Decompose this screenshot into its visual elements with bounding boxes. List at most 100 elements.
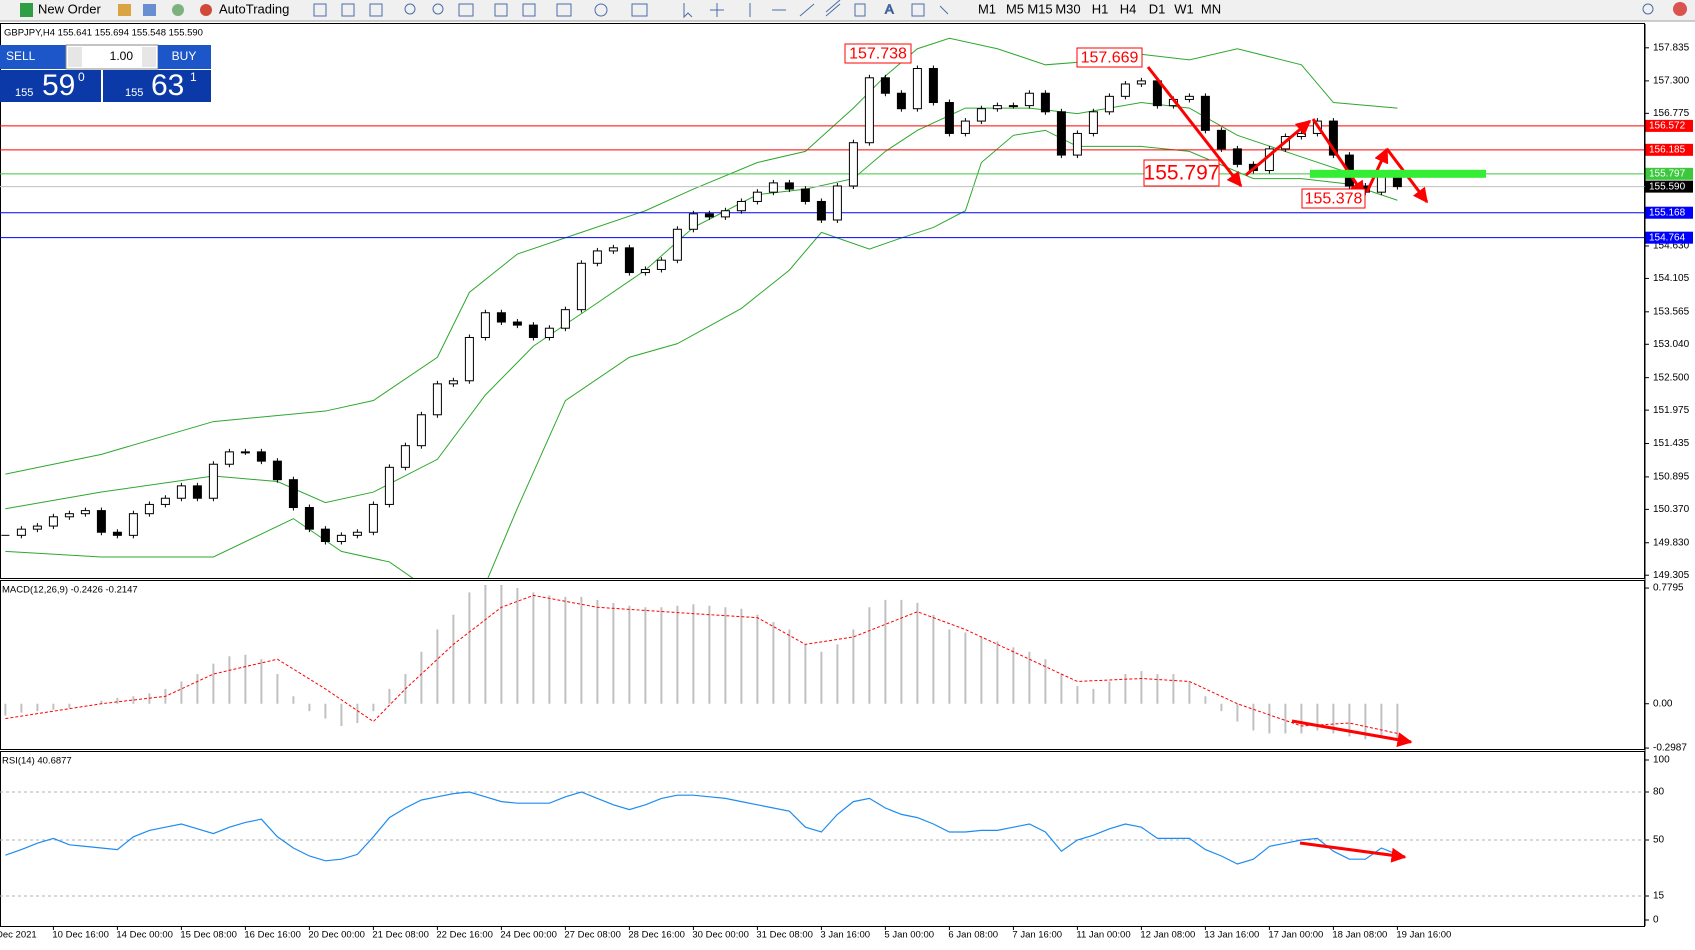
buy-price-pips: 63 (151, 69, 184, 102)
candle-body (1072, 132, 1082, 156)
candle-body (544, 327, 554, 338)
annotation-box (844, 43, 912, 64)
cursor-icon[interactable] (683, 3, 693, 19)
search-icon[interactable] (1642, 3, 1654, 15)
candle-body (176, 485, 186, 499)
candle-body (1376, 176, 1386, 193)
x-tick-label: 21 Dec 08:00 (372, 930, 429, 941)
new-order-button[interactable]: New Order (38, 1, 102, 16)
x-tick-label: 17 Jan 00:00 (1268, 930, 1323, 941)
candle-body (384, 466, 394, 505)
candle-body (1184, 95, 1194, 100)
candle-body (880, 77, 890, 94)
trendline-icon[interactable] (799, 3, 815, 17)
buy-price-box[interactable] (103, 70, 211, 102)
rsi-pane-border (0, 751, 1645, 927)
sell-button[interactable] (0, 45, 66, 69)
timeframe-button[interactable]: D1 (1149, 1, 1166, 16)
arrow-icon[interactable] (939, 5, 949, 15)
candle-body (736, 200, 746, 212)
buy-button[interactable] (158, 45, 211, 69)
timeframe-button[interactable]: M1 (978, 1, 996, 16)
trade-panel: SELL 1.00 BUY 155 59 0 155 63 1 (0, 44, 211, 102)
timeframe-button[interactable]: M15 (1027, 1, 1052, 16)
x-tick-label: 7 Jan 16:00 (1012, 930, 1062, 941)
tool-icon[interactable] (458, 3, 474, 17)
y-tick-label: -0.2987 (1653, 743, 1687, 754)
tool-icon[interactable] (369, 3, 383, 17)
tool-icon[interactable] (143, 4, 156, 16)
notification-icon[interactable] (1673, 2, 1687, 16)
tool-icon[interactable] (341, 3, 355, 17)
tool-icon[interactable] (118, 4, 131, 16)
tool-icon[interactable] (556, 3, 572, 17)
sell-price-frac: 0 (78, 70, 85, 84)
annotations: 157.738 157.669 155.797 155.378 (844, 43, 1366, 209)
lots-down[interactable] (68, 47, 82, 67)
candle-body (272, 460, 282, 481)
timeframe-button[interactable]: M30 (1055, 1, 1080, 16)
y-tick-label: 15 (1653, 891, 1665, 902)
macd-title: MACD(12,26,9) -0.2426 -0.2147 (2, 585, 138, 596)
tool-icon[interactable] (631, 3, 648, 17)
crosshair-icon[interactable] (710, 3, 724, 17)
buy-price-big: 155 (125, 87, 143, 99)
candle-body (1328, 120, 1338, 156)
candle-body (944, 102, 954, 134)
timeframe-button[interactable]: M5 (1006, 1, 1024, 16)
candle-body (336, 534, 346, 543)
timeframe-button[interactable]: MN (1201, 1, 1221, 16)
autotrading-icon[interactable] (200, 4, 212, 16)
candle-body (480, 312, 490, 338)
timeframe-button[interactable]: W1 (1174, 1, 1194, 16)
new-order-icon[interactable] (20, 3, 33, 17)
x-tick-label: 11 Jan 00:00 (1076, 930, 1130, 941)
candle-body (608, 247, 618, 252)
candle-body (16, 528, 26, 536)
candle-body (1104, 95, 1114, 113)
rsi-pane (0, 791, 1645, 897)
candle-body (1088, 111, 1098, 134)
x-tick-label: 12 Jan 08:00 (1140, 930, 1195, 941)
price-level-label: 156.185 (1649, 144, 1686, 155)
price-pane (0, 37, 1645, 578)
candle-body (960, 120, 970, 134)
x-tick-label: 5 Jan 00:00 (884, 930, 934, 941)
tool-icon[interactable] (594, 3, 608, 17)
candle-body (928, 68, 938, 104)
autotrading-button[interactable]: AutoTrading (219, 1, 289, 16)
channel-icon[interactable] (825, 0, 841, 17)
candle-body (1024, 92, 1034, 107)
candle-body (192, 485, 202, 499)
tool-icon[interactable] (522, 3, 536, 17)
candle-body (128, 513, 138, 536)
sell-price-pips: 59 (42, 69, 75, 102)
price-level-label: 155.168 (1649, 207, 1686, 218)
label-icon[interactable] (911, 3, 925, 17)
x-tick-label: 15 Dec 08:00 (180, 930, 237, 941)
candle-body (912, 68, 922, 110)
tool-icon[interactable] (172, 4, 184, 16)
x-tick-label: 19 Jan 16:00 (1396, 930, 1451, 941)
zoom-out[interactable] (432, 3, 444, 15)
fibo-icon[interactable] (854, 3, 866, 17)
buy-label[interactable]: BUY (172, 49, 197, 63)
timeframe-button[interactable]: H4 (1120, 1, 1137, 16)
x-edge-label: Dec 2021 (0, 930, 37, 941)
text-icon[interactable]: A (885, 1, 895, 17)
x-tick-label: 24 Dec 00:00 (500, 930, 557, 941)
candle-body (288, 479, 298, 509)
candle-body (448, 380, 458, 385)
lots-up[interactable] (142, 47, 156, 67)
timeframe-button[interactable]: H1 (1092, 1, 1109, 16)
tool-icon[interactable] (494, 3, 508, 17)
tool-icon[interactable] (313, 3, 327, 17)
candle-body (320, 528, 330, 543)
lots-value[interactable]: 1.00 (110, 49, 134, 63)
candle-body (512, 321, 522, 326)
sell-price-box[interactable] (0, 70, 101, 102)
zoom-in[interactable] (404, 3, 416, 15)
sell-label[interactable]: SELL (6, 49, 36, 63)
candle-body (368, 503, 378, 533)
